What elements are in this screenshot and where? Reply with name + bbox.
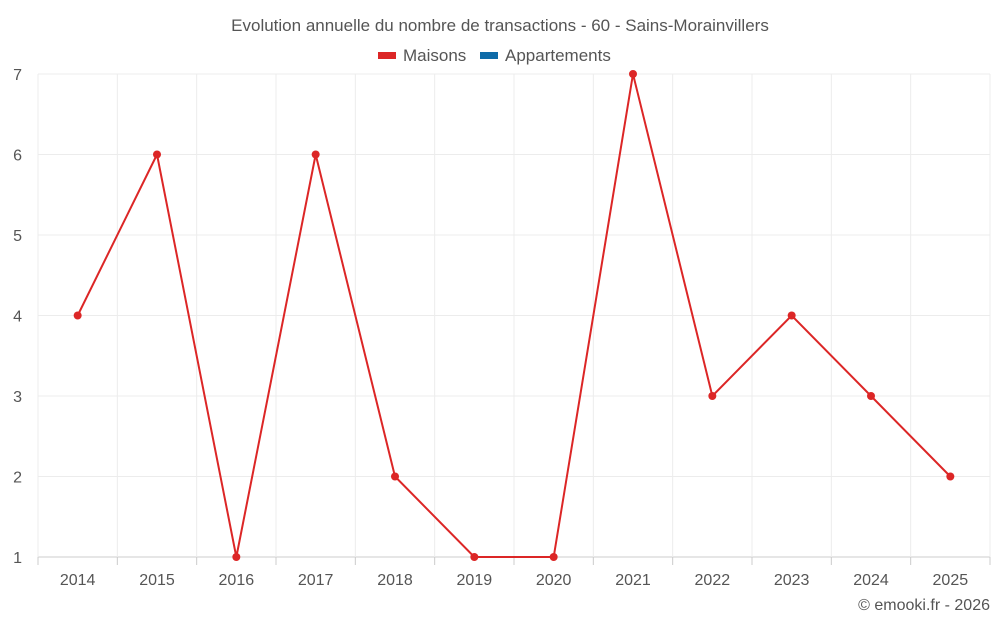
legend-swatch-appartements xyxy=(480,52,498,59)
grid xyxy=(37,73,991,558)
x-tick-label: 2022 xyxy=(695,572,731,589)
data-point xyxy=(708,392,717,400)
y-tick-label: 7 xyxy=(13,67,22,84)
axes: 1 2 3 4 5 6 7 2014 2015 2016 2017 2018 2019 2020 2021 2… xyxy=(13,67,991,589)
legend-swatch-maisons xyxy=(378,52,396,59)
y-tick-label: 2 xyxy=(13,470,22,487)
x-tick-label: 2014 xyxy=(60,572,96,589)
x-tick-label: 2023 xyxy=(774,572,810,589)
x-tick-label: 2020 xyxy=(536,572,572,589)
data-point xyxy=(470,553,479,561)
data-point xyxy=(629,70,637,78)
data-point xyxy=(391,472,399,481)
x-tick-label: 2017 xyxy=(298,572,334,589)
data-point xyxy=(867,392,875,400)
series xyxy=(73,70,955,561)
x-tick-label: 2016 xyxy=(219,572,255,589)
footer-credit: © emooki.fr - 2026 xyxy=(858,597,990,614)
x-tick-label: 2025 xyxy=(933,572,969,589)
data-point xyxy=(787,311,796,320)
data-point xyxy=(153,150,161,159)
legend: Maisons Appartements xyxy=(378,46,611,65)
chart-title: Evolution annuelle du nombre de transact… xyxy=(231,16,769,35)
x-tick-label: 2019 xyxy=(457,572,493,589)
series-line-maisons xyxy=(76,73,952,558)
data-point xyxy=(311,150,320,159)
y-tick-label: 4 xyxy=(13,309,22,326)
x-tick-label: 2018 xyxy=(377,572,413,589)
x-tick-label: 2024 xyxy=(853,572,889,589)
y-tick-label: 5 xyxy=(13,228,22,245)
x-tick-label: 2021 xyxy=(615,572,651,589)
data-point xyxy=(549,553,558,561)
legend-label: Appartements xyxy=(505,46,611,65)
x-tick-label: 2015 xyxy=(139,572,175,589)
y-tick-label: 6 xyxy=(13,148,22,165)
data-point xyxy=(73,311,82,320)
data-point xyxy=(946,472,955,481)
y-tick-label: 3 xyxy=(13,389,22,406)
y-tick-label: 1 xyxy=(13,550,22,567)
data-point xyxy=(232,553,241,561)
legend-label: Maisons xyxy=(403,46,466,65)
